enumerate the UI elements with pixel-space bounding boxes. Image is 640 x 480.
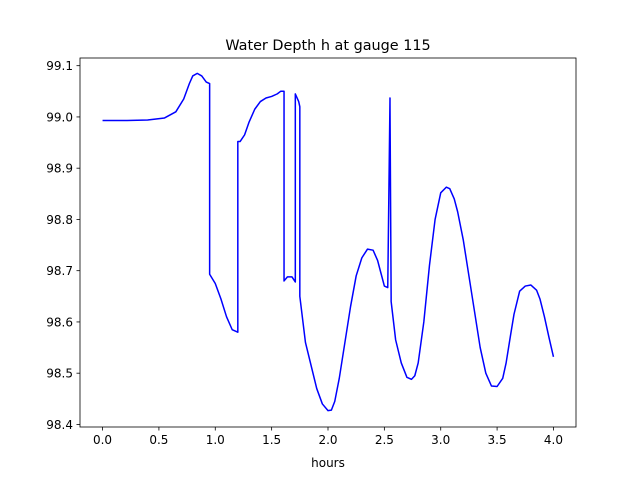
- y-tick-label: 99.1: [46, 59, 73, 73]
- axes-frame: [79, 57, 577, 428]
- y-tick-label: 98.5: [46, 367, 73, 381]
- x-axis-label: hours: [311, 456, 345, 470]
- x-tick-label: 3.5: [488, 433, 507, 447]
- y-tick-label: 98.9: [46, 162, 73, 176]
- y-tick-label: 98.7: [46, 264, 73, 278]
- plot-area: 0.0 0.5 1.0 1.5 2.0 2.5 3.0 3.5 4.0 98.4 98.5 98.6 9…: [46, 57, 577, 447]
- y-tick-label: 98.4: [46, 418, 73, 432]
- y-tick-label: 99.0: [46, 110, 73, 124]
- x-tick-label: 4.0: [544, 433, 563, 447]
- x-tick-label: 0.5: [149, 433, 168, 447]
- x-tick-label: 1.0: [206, 433, 225, 447]
- x-tick-label: 2.5: [375, 433, 394, 447]
- x-tick-label: 3.0: [431, 433, 450, 447]
- series-line-0: [102, 72, 555, 412]
- y-tick-label: 98.8: [46, 213, 73, 227]
- y-tick-label: 98.6: [46, 315, 73, 329]
- x-tick-label: 1.5: [262, 433, 281, 447]
- chart-title: Water Depth h at gauge 115: [225, 38, 430, 54]
- x-tick-label: 0.0: [93, 433, 112, 447]
- x-tick-label: 2.0: [318, 433, 337, 447]
